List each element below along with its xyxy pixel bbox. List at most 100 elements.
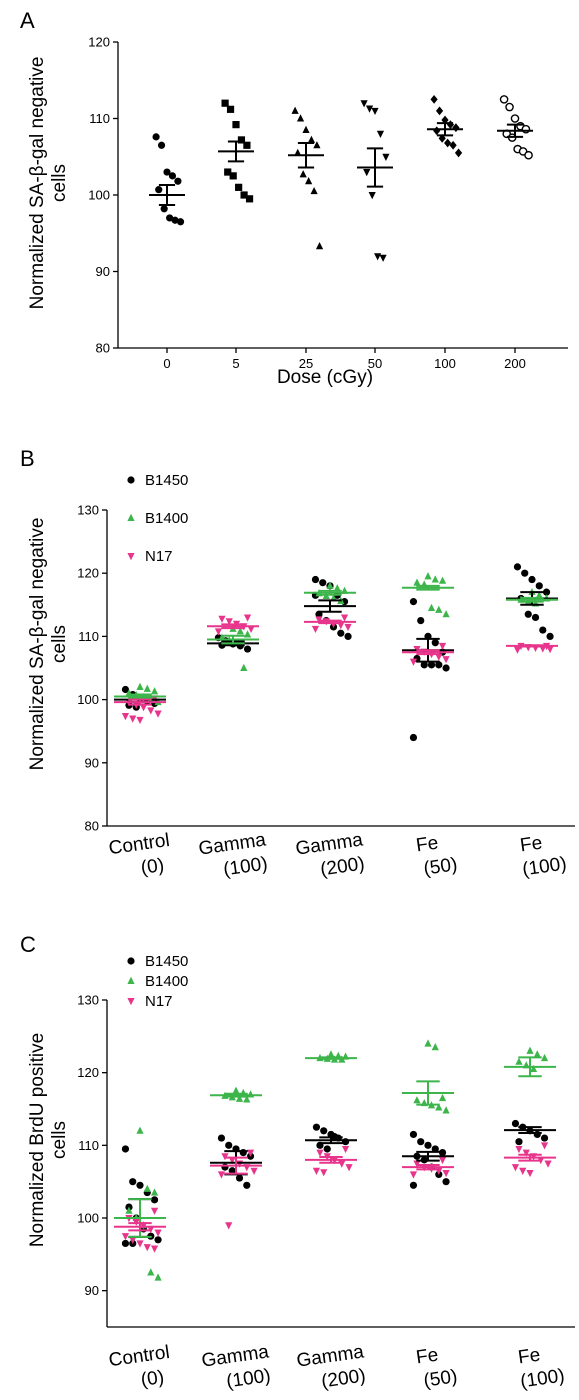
panel-c-point-n17 xyxy=(442,1169,450,1178)
panel-c-point-b1450 xyxy=(442,1178,450,1186)
panel-b-point-n17 xyxy=(147,707,155,715)
panel-c-point-b1450 xyxy=(417,1138,425,1146)
panel-b-point-b1450 xyxy=(417,617,425,625)
panel-a-point xyxy=(168,172,177,180)
panel-b-x-category-label: Fe(100) xyxy=(518,830,568,881)
panel-c-point-n17 xyxy=(522,1149,530,1157)
panel-c-point-b1450 xyxy=(154,1236,162,1244)
panel-b-point-b1450 xyxy=(427,661,436,669)
panel-c-point-b1400 xyxy=(232,1086,240,1094)
panel-a-point xyxy=(438,133,446,143)
panel-a-point xyxy=(365,105,374,113)
panel-b-point-n17 xyxy=(129,715,137,723)
panel-c-point-b1450 xyxy=(533,1130,541,1139)
panel-a-point xyxy=(446,120,455,130)
panel-a-point xyxy=(229,172,237,180)
panel-b-point-n17 xyxy=(340,614,349,622)
panel-b-point-b1450 xyxy=(431,639,439,647)
panel-a-point xyxy=(160,205,168,213)
panel-b-point-n17 xyxy=(225,618,233,626)
panel-c-point-n17 xyxy=(154,1229,162,1237)
panel-b-x-category-label: Fe(50) xyxy=(415,830,459,880)
panel-c-point-n17 xyxy=(515,1145,523,1154)
panel-a-point xyxy=(166,214,174,222)
panel-c-chart: 90 100 110 120 130 Control(0) Gamma(100) Gamma(… xyxy=(77,953,575,1395)
panel-b-x-category-label: Gamma(200) xyxy=(294,829,368,883)
panel-b-point-b1450 xyxy=(243,645,252,653)
panel-c-point-n17 xyxy=(511,1164,520,1172)
panel-b-point-b1400 xyxy=(435,605,443,613)
panel-b-point-b1450 xyxy=(521,569,529,577)
panel-b-point-b1450 xyxy=(121,685,130,694)
panel-c-point-b1450 xyxy=(341,1138,350,1146)
panel-c-point-b1450 xyxy=(409,1181,418,1189)
panel-c-point-n17 xyxy=(316,1149,324,1157)
panel-c-point-b1450 xyxy=(136,1181,144,1189)
panel-a-point xyxy=(152,133,160,141)
panel-b-x-category-label: Control(0) xyxy=(107,830,174,883)
panel-b-point-b1450 xyxy=(528,575,536,584)
panel-c-y-tick-label: 110 xyxy=(78,1138,99,1153)
panel-a-point xyxy=(371,107,379,116)
panel-b-y-axis-label: Normalized SA-β-gal negative cells xyxy=(27,518,70,771)
panel-a-point xyxy=(313,141,321,149)
panel-a-point xyxy=(374,253,382,261)
panel-c-point-n17 xyxy=(338,1160,346,1168)
panel-c-legend-label-b1450: B1450 xyxy=(145,953,188,970)
panel-c-point-b1450 xyxy=(424,1141,432,1149)
panel-label-c: C xyxy=(20,932,36,957)
panel-a-point xyxy=(433,126,441,136)
panel-label-a: A xyxy=(20,8,35,33)
panel-c-point-b1450 xyxy=(235,1174,244,1182)
panel-c-point-b1400 xyxy=(143,1184,151,1192)
panel-a-x-axis-label: Dose (cGy) xyxy=(277,367,373,388)
panel-a-point xyxy=(174,177,182,185)
panel-c-point-b1400 xyxy=(515,1057,523,1065)
panel-a-point xyxy=(294,148,302,156)
panel-c-y-tick-label: 130 xyxy=(77,993,99,1008)
panel-c-point-b1400 xyxy=(243,1095,251,1103)
panel-a-point xyxy=(376,130,385,138)
panel-b-point-n17 xyxy=(435,653,443,661)
panel-c-x-category-label: Gamma(100) xyxy=(200,1341,274,1395)
panel-c-y-axis-label-line1: Normalized BrdU positive xyxy=(27,1033,48,1247)
panel-c-point-b1400 xyxy=(438,1093,447,1102)
panel-b-point-n17 xyxy=(546,646,554,654)
panel-c-point-b1400 xyxy=(435,1103,443,1111)
panel-c-legend-marker-n17 xyxy=(127,998,135,1006)
panel-c-point-n17 xyxy=(312,1167,321,1175)
panel-c-point-b1450 xyxy=(511,1119,520,1128)
panel-a-x-tick-label: 200 xyxy=(504,356,526,371)
panel-a-point xyxy=(296,114,305,122)
panel-a-y-tick-label: 120 xyxy=(88,35,110,50)
panel-c-point-n17 xyxy=(143,1244,151,1252)
panel-a-point xyxy=(452,123,460,133)
panel-c-point-b1450 xyxy=(323,1145,331,1153)
panel-c-point-b1450 xyxy=(540,1134,549,1142)
panel-a-point xyxy=(240,191,248,199)
panel-a-point xyxy=(454,148,463,158)
panel-c-x-category-label: Fe(50) xyxy=(415,1342,459,1392)
panel-a-point xyxy=(155,186,163,194)
panel-b-point-n17 xyxy=(311,625,320,634)
panel-a-point xyxy=(382,153,390,161)
panel-b-legend-marker-n17 xyxy=(127,553,135,561)
panel-a-point xyxy=(435,106,444,116)
panel-b-point-b1450 xyxy=(311,575,320,584)
panel-c-point-b1400 xyxy=(431,1043,439,1051)
panel-b-point-n17 xyxy=(121,713,130,721)
panel-a-point xyxy=(499,95,509,104)
panel-c-y-axis-label-line2: cells xyxy=(49,1121,70,1159)
panel-c-point-b1400 xyxy=(442,1106,450,1114)
panel-c-point-b1400 xyxy=(540,1053,549,1062)
panel-c-legend-label-b1400: B1400 xyxy=(145,973,188,990)
panel-b-point-b1400 xyxy=(427,603,436,611)
panel-c-point-n17 xyxy=(150,1245,159,1253)
panel-c-legend-marker-b1450 xyxy=(127,957,135,965)
panel-c-point-b1400 xyxy=(327,1050,335,1058)
panel-a-point xyxy=(363,169,371,177)
panel-c-point-b1400 xyxy=(125,1206,133,1214)
panel-c-point-b1450 xyxy=(129,1178,137,1186)
panel-a-point xyxy=(449,140,457,150)
panel-b-point-b1450 xyxy=(344,632,352,641)
